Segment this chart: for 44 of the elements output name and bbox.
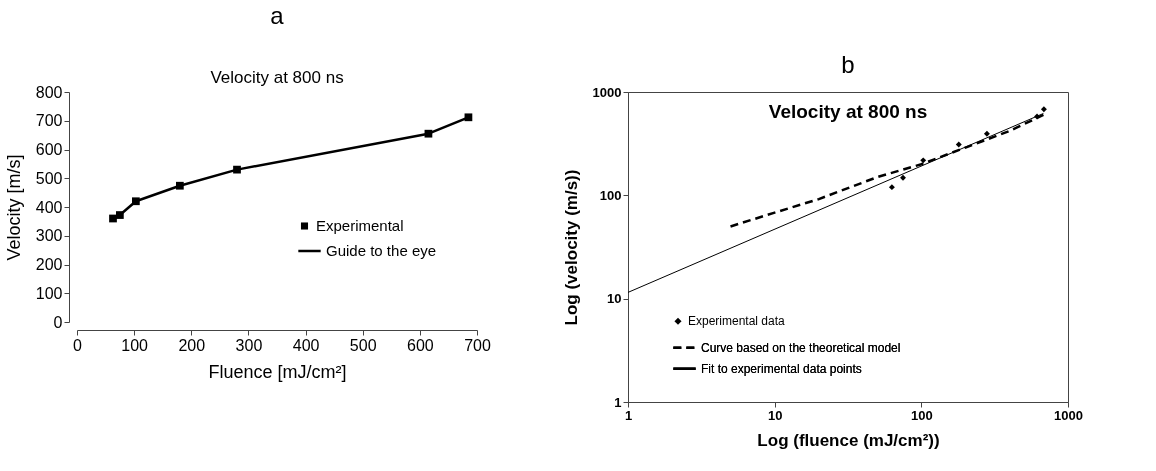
x-tick-label: 500	[349, 336, 377, 354]
y-tick-label: 10	[607, 291, 622, 307]
x-tick-label: 600	[407, 336, 434, 354]
x-tick-label: 300	[235, 336, 263, 354]
y-tick-label: 600	[35, 141, 63, 158]
y-tick-label: 400	[35, 198, 63, 216]
x-tick-label: 10	[767, 407, 783, 423]
y-tick-label: 100	[599, 187, 622, 203]
y-tick-label: 200	[35, 256, 63, 273]
y-tick-label: 0	[53, 313, 63, 331]
text: Velocity at 800 ns	[768, 101, 928, 122]
chart-title: b	[841, 51, 855, 78]
legend-label: Experimental data	[688, 314, 786, 329]
point	[233, 165, 241, 174]
legend-label: Guide to the eye	[326, 242, 437, 259]
chart-subtitle: Velocity at 800 ns	[210, 68, 344, 87]
y-tick-label: 700	[35, 112, 63, 130]
x-tick-label: 1000	[1054, 407, 1083, 423]
legend-label: Experimental	[316, 217, 404, 234]
x-tick-label: 100	[910, 407, 933, 423]
x-tick-label: 0	[73, 336, 83, 354]
y-axis-title: Velocity [m/s]	[3, 154, 24, 261]
x-tick-label: 100	[121, 336, 149, 354]
y-axis-title: Log (velocity (m/s))	[561, 169, 581, 326]
point	[175, 181, 184, 190]
y-tick-label: 800	[35, 83, 63, 101]
y-tick-label: 300	[35, 227, 63, 245]
x-axis-title: Log (fluence (mJ/cm²))	[757, 430, 940, 450]
legend-label: Fit to experimental data points	[701, 361, 862, 376]
y-tick-label: 1000	[592, 84, 622, 100]
x-tick-label: 400	[292, 336, 320, 354]
x-tick-label: 700	[464, 336, 491, 354]
x-tick-label: 200	[178, 336, 206, 354]
point	[464, 113, 473, 122]
point	[424, 129, 433, 138]
y-tick-label: 1	[614, 394, 622, 410]
y-tick-label: 100	[35, 284, 63, 302]
point	[131, 197, 140, 206]
chart-title: a	[270, 2, 285, 29]
x-axis-title: Fluence [mJ/cm²]	[208, 361, 347, 382]
y-tick-label: 500	[35, 169, 63, 187]
legend-label: Curve based on the theoretical model	[701, 340, 901, 355]
point	[115, 211, 124, 219]
x-tick-label: 1	[624, 407, 633, 423]
